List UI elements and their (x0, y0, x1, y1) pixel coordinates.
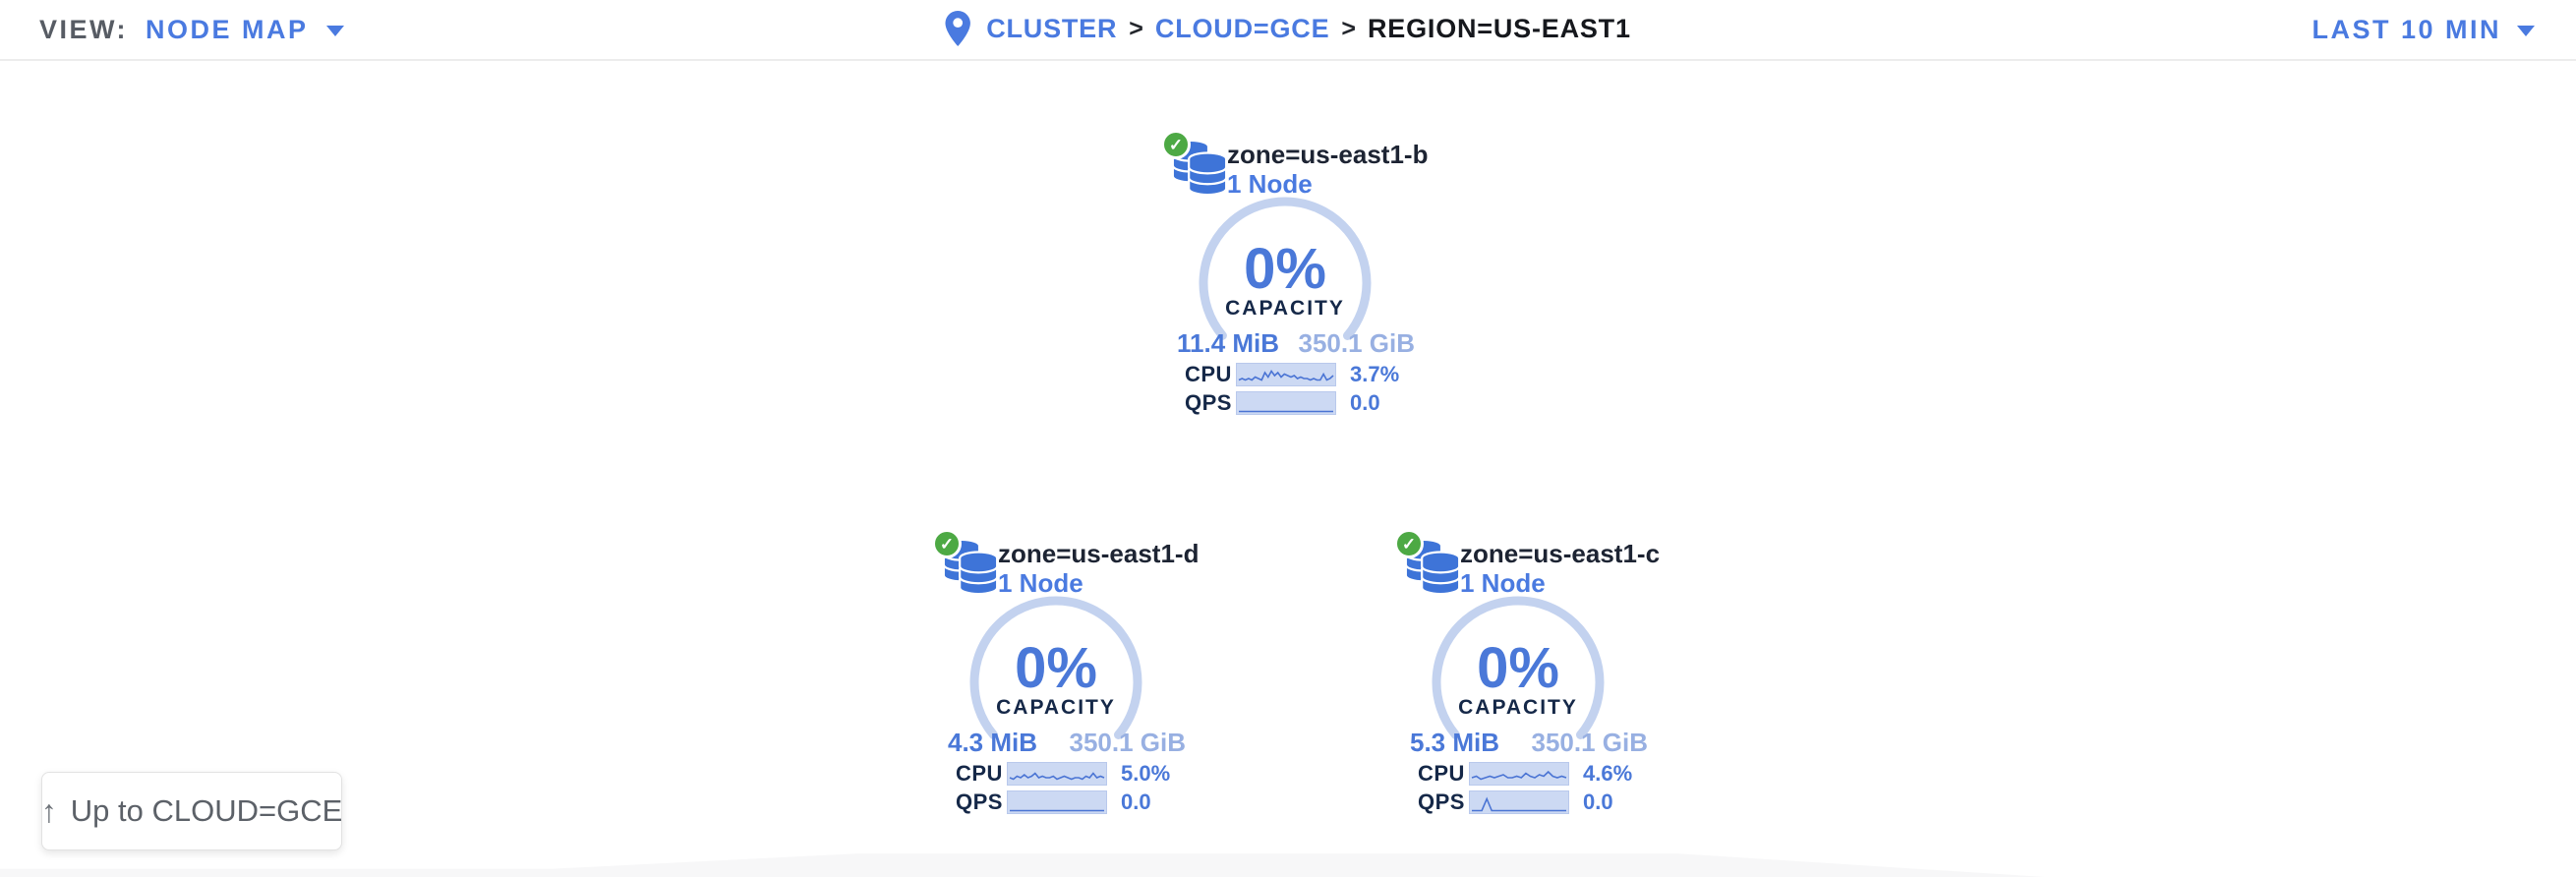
up-to-cloud-gce-button[interactable]: ↑ Up to CLOUD=GCE (41, 772, 342, 850)
qps-label: QPS (1185, 390, 1232, 415)
capacity-label: CAPACITY (996, 696, 1116, 719)
map-land-shading (0, 853, 2045, 877)
capacity-used: 4.3 MiB (948, 727, 1038, 757)
capacity-ring: 0% CAPACITY (1199, 197, 1372, 370)
breadcrumb: CLUSTER > CLOUD=GCE > REGION=US-EAST1 (945, 0, 1631, 57)
qps-metric-row: QPS 0.0 (1185, 390, 1411, 416)
zone-card-us-east1-b[interactable]: ✓ zone=us-east1-b 1 Node 0% CA (1161, 124, 1428, 419)
capacity-total: 350.1 GiB (1298, 327, 1415, 358)
cpu-value: 5.0% (1121, 761, 1171, 786)
breadcrumb-cluster[interactable]: CLUSTER (986, 13, 1118, 43)
cpu-label: CPU (1418, 761, 1465, 786)
capacity-arc-icon (969, 596, 1142, 769)
zone-title: zone=us-east1-c (1460, 539, 1661, 568)
qps-sparkline (1469, 790, 1569, 814)
capacity-values: 4.3 MiB 350.1 GiB (948, 728, 1186, 757)
zone-card-us-east1-c[interactable]: ✓ zone=us-east1-c 1 Node 0% CA (1394, 523, 1660, 818)
qps-metric-row: QPS 0.0 (956, 789, 1182, 815)
capacity-percent: 0% (1015, 636, 1097, 700)
capacity-ring: 0% CAPACITY (1432, 596, 1605, 769)
view-selector[interactable]: VIEW: NODE MAP (39, 0, 344, 59)
cpu-sparkline (1469, 762, 1569, 786)
zone-title: zone=us-east1-d (998, 539, 1200, 568)
qps-value: 0.0 (1121, 789, 1151, 814)
chevron-down-icon (325, 26, 344, 36)
qps-sparkline (1236, 391, 1336, 415)
qps-value: 0.0 (1583, 789, 1613, 814)
capacity-label: CAPACITY (1458, 696, 1578, 719)
zone-header: zone=us-east1-c 1 Node (1460, 539, 1660, 598)
healthy-check-icon: ✓ (1161, 130, 1191, 159)
location-pin-icon (945, 11, 970, 46)
capacity-ring: 0% CAPACITY (969, 596, 1142, 769)
capacity-arc-icon (1432, 596, 1605, 769)
qps-label: QPS (1418, 789, 1465, 814)
zone-header: zone=us-east1-b 1 Node (1227, 140, 1428, 199)
zone-card-us-east1-d[interactable]: ✓ zone=us-east1-d 1 Node 0% CA (932, 523, 1199, 818)
qps-sparkline (1007, 790, 1107, 814)
capacity-total: 350.1 GiB (1531, 727, 1648, 757)
capacity-used: 5.3 MiB (1410, 727, 1500, 757)
node-map-canvas: ✓ zone=us-east1-b 1 Node 0% CA (0, 61, 2576, 877)
healthy-check-icon: ✓ (932, 529, 962, 558)
capacity-percent: 0% (1244, 237, 1326, 301)
zone-node-count: 1 Node (998, 568, 1083, 598)
breadcrumb-separator: > (1341, 14, 1356, 42)
top-bar: VIEW: NODE MAP CLUSTER > CLOUD=GCE > REG… (0, 0, 2576, 61)
breadcrumb-current-region: REGION=US-EAST1 (1367, 13, 1631, 43)
time-range-value: LAST 10 MIN (2312, 14, 2501, 44)
cpu-metric-row: CPU 5.0% (956, 761, 1182, 787)
cpu-value: 3.7% (1350, 362, 1400, 386)
cpu-sparkline (1007, 762, 1107, 786)
capacity-arc-icon (1199, 197, 1372, 370)
capacity-used: 11.4 MiB (1177, 327, 1280, 358)
capacity-total: 350.1 GiB (1069, 727, 1186, 757)
cpu-label: CPU (1185, 362, 1232, 386)
cpu-value: 4.6% (1583, 761, 1633, 786)
zone-node-count: 1 Node (1227, 169, 1313, 199)
capacity-label: CAPACITY (1225, 297, 1345, 320)
up-arrow-icon: ↑ (40, 793, 57, 829)
time-range-selector[interactable]: LAST 10 MIN (2312, 0, 2535, 59)
nodes-stack-icon (1171, 138, 1228, 197)
view-label: VIEW: (39, 14, 129, 44)
cpu-sparkline (1236, 363, 1336, 386)
cpu-label: CPU (956, 761, 1003, 786)
capacity-values: 11.4 MiB 350.1 GiB (1177, 328, 1415, 358)
qps-label: QPS (956, 789, 1003, 814)
healthy-check-icon: ✓ (1394, 529, 1424, 558)
capacity-percent: 0% (1477, 636, 1559, 700)
view-value: NODE MAP (146, 14, 309, 44)
breadcrumb-separator: > (1129, 14, 1143, 42)
chevron-down-icon (2517, 26, 2535, 36)
breadcrumb-cloud-gce[interactable]: CLOUD=GCE (1154, 13, 1330, 43)
qps-value: 0.0 (1350, 390, 1380, 415)
zone-node-count: 1 Node (1460, 568, 1546, 598)
qps-metric-row: QPS 0.0 (1418, 789, 1644, 815)
up-button-label: Up to CLOUD=GCE (70, 793, 343, 828)
cpu-metric-row: CPU 3.7% (1185, 362, 1411, 387)
zone-header: zone=us-east1-d 1 Node (998, 539, 1199, 598)
cpu-metric-row: CPU 4.6% (1418, 761, 1644, 787)
capacity-values: 5.3 MiB 350.1 GiB (1410, 728, 1648, 757)
zone-title: zone=us-east1-b (1227, 140, 1429, 169)
